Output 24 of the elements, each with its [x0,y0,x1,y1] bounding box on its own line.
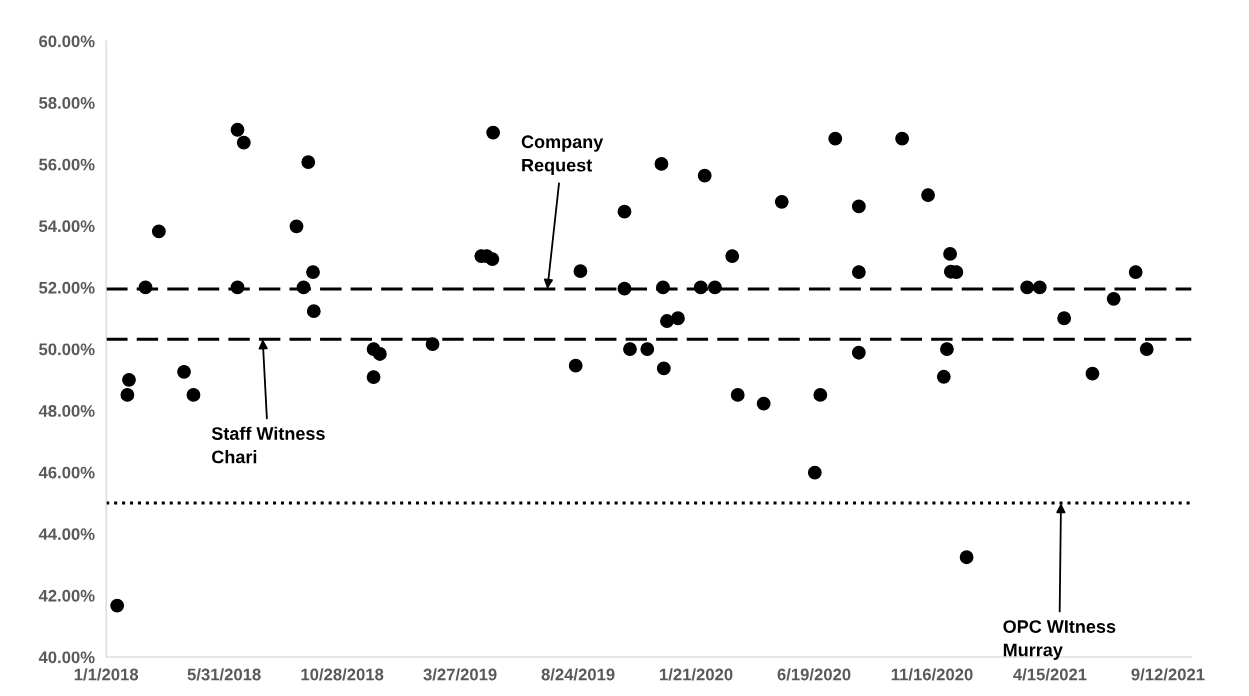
x-tick-label: 9/12/2021 [1131,668,1205,681]
y-tick-label: 52.00% [39,281,95,294]
annotation: Company Request [521,135,604,176]
y-tick-label: 54.00% [39,220,95,233]
y-tick-label: 48.00% [38,405,95,417]
y-tick-label: 50.00% [39,343,95,356]
y-tick-label: 42.00% [38,589,95,602]
x-tick-label: 8/24/2019 [541,668,615,681]
y-tick-label: 46.00% [38,466,95,479]
x-tick-label: 5/31/2018 [187,668,261,681]
y-tick-label: 58.00% [39,97,95,109]
x-tick-label: 6/19/2020 [777,668,851,681]
x-tick-label: 3/27/2019 [423,668,497,681]
x-tick-label: 1/21/2020 [660,668,733,681]
y-tick-label: 44.00% [38,528,95,541]
y-tick-label: 56.00% [39,158,95,171]
x-tick-label: 11/16/2020 [891,668,973,681]
y-tick-label: 40.00% [38,651,95,664]
annotation: OPC WItness Murray [1003,620,1116,660]
x-tick-label: 4/15/2021 [1013,668,1087,681]
x-tick-label: 1/1/2018 [74,668,139,681]
x-tick-label: 10/28/2018 [301,668,384,681]
y-tick-label: 60.00% [39,35,95,48]
annotation: Staff Witness Chari [211,426,325,464]
